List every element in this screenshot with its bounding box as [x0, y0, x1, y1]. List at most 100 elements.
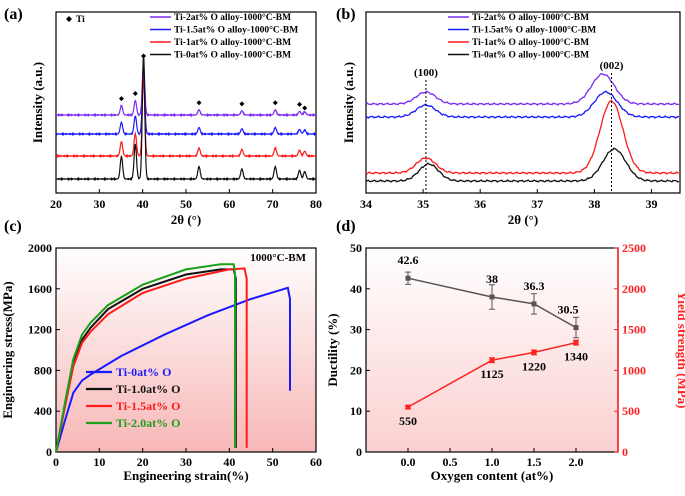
- x-tick-label: 1.5: [527, 455, 542, 469]
- x-axis-label: 2θ (°): [508, 212, 538, 227]
- ti-peak-marker: [272, 100, 278, 106]
- ti-peak-marker: [141, 53, 147, 59]
- panel-b: (b) 34 35 36 37 38 39 2θ (°) Intensity (a.u.) Ti-…: [336, 6, 681, 227]
- data-point: [573, 340, 579, 346]
- y-axis-label: Intensity (a.u.): [30, 62, 45, 143]
- x-tick-label: 0.0: [401, 455, 416, 469]
- data-point: [489, 357, 495, 363]
- x-tick-label: 80: [310, 197, 322, 211]
- plot-frame: [365, 11, 681, 194]
- x-tick-label: 2.0: [569, 455, 584, 469]
- legend-label: Ti-1.5at% O alloy-1000°C-BM: [472, 25, 596, 36]
- panel-label: (b): [336, 6, 356, 23]
- panel-label: (c): [4, 218, 22, 235]
- xrd-zoom-series-2: [365, 99, 680, 175]
- panel-a: (a) 20 30 40 50 60 70 80 2θ (°) Intensity (a.u.) T…: [4, 6, 322, 227]
- legend-label: Ti-2at% O alloy-1000°C-BM: [472, 12, 589, 23]
- peak-annotation: (100): [414, 67, 438, 79]
- y2-tick-label: 500: [622, 404, 640, 418]
- data-point: [573, 325, 579, 331]
- y2-tick-label: 0: [622, 445, 628, 459]
- data-label: 30.5: [558, 303, 579, 317]
- y2-tick-label: 2500: [622, 241, 646, 255]
- x-axis-label: 2θ (°): [171, 212, 201, 227]
- y-tick-label: 50: [350, 241, 362, 255]
- x-tick-label: 0: [53, 455, 59, 469]
- ti-peak-marker: [132, 90, 138, 96]
- peak-annotation: (002): [600, 60, 624, 72]
- legend-label: Ti-0at% O alloy-1000°C-BM: [174, 50, 291, 61]
- data-label: 42.6: [398, 253, 419, 267]
- panel-c: (c) 1000°C-BM 0 10 20 30 40 50 60 0 400 800 1200 1600…: [0, 218, 322, 483]
- x-tick-label: 38: [588, 197, 600, 211]
- legend-label: Ti-1at% O alloy-1000°C-BM: [472, 37, 589, 48]
- y-tick-label: 0: [356, 445, 362, 459]
- y-tick-label: 0: [46, 445, 52, 459]
- y-tick-label: 10: [350, 404, 362, 418]
- x-tick-label: 40: [223, 455, 235, 469]
- xrd-series-3: [55, 53, 317, 182]
- x-tick-label: 60: [223, 197, 235, 211]
- y2-tick-label: 2000: [622, 282, 646, 296]
- x-tick-label: 40: [137, 197, 149, 211]
- panel-label: (a): [4, 6, 23, 23]
- x-tick-label: 60: [310, 455, 322, 469]
- data-label: 38: [486, 272, 498, 286]
- ti-peak-marker: [302, 105, 308, 111]
- x-tick-label: 30: [93, 197, 105, 211]
- legend-label: Ti-1.0at% O: [116, 382, 180, 396]
- marker-legend-label: Ti: [76, 15, 85, 25]
- legend-label: Ti-1.5at% O: [116, 399, 180, 413]
- y-axis-label: Ductility (%): [325, 313, 340, 386]
- data-point: [531, 349, 537, 355]
- data-label: 1125: [480, 367, 503, 381]
- x-tick-label: 10: [93, 455, 105, 469]
- data-point: [405, 275, 411, 281]
- xrd-zoom-series-3: [365, 147, 680, 183]
- ti-marker-icon: [66, 16, 72, 22]
- y-tick-label: 30: [350, 323, 362, 337]
- ti-peak-marker: [196, 100, 202, 106]
- plot-background: [56, 248, 316, 452]
- x-tick-label: 37: [531, 197, 543, 211]
- stress-strain-curve-3: [55, 263, 236, 453]
- ti-peak-marker: [118, 96, 124, 102]
- legend-label: Ti-1at% O alloy-1000°C-BM: [174, 37, 291, 48]
- data-label: 1340: [564, 350, 588, 364]
- x-tick-label: 39: [645, 197, 657, 211]
- ti-peak-marker: [297, 101, 303, 107]
- x-tick-label: 35: [417, 197, 429, 211]
- data-point: [489, 294, 495, 300]
- series-line-1: [407, 341, 577, 408]
- data-label: 550: [399, 414, 417, 428]
- x-tick-label: 0.5: [443, 455, 458, 469]
- y-tick-label: 2000: [28, 241, 52, 255]
- x-tick-label: 36: [474, 197, 486, 211]
- x-axis-label: Oxygen content (at%): [431, 468, 554, 483]
- y-tick-label: 40: [350, 282, 362, 296]
- x-tick-label: 50: [267, 455, 279, 469]
- ti-peak-marker: [239, 101, 245, 107]
- y2-tick-label: 1000: [622, 363, 646, 377]
- legend-label: Ti-2.0at% O: [116, 416, 180, 430]
- y-axis-label: Engineering stress(MPa): [0, 281, 15, 418]
- x-tick-label: 20: [137, 455, 149, 469]
- y-axis-label: Intensity (a.u.): [341, 62, 356, 143]
- legend-label: Ti-0at% O: [116, 365, 171, 379]
- data-label: 1220: [522, 359, 546, 373]
- series-line-0: [407, 277, 577, 329]
- legend-label: Ti-1.5at% O alloy-1000°C-BM: [174, 25, 298, 36]
- legend-label: Ti-0at% O alloy-1000°C-BM: [472, 50, 589, 61]
- data-label: 36.3: [524, 279, 545, 293]
- x-tick-label: 20: [50, 197, 62, 211]
- data-point: [531, 301, 537, 307]
- xrd-zoom-series-1: [365, 90, 679, 119]
- chart-title: 1000°C-BM: [250, 252, 306, 264]
- y-tick-label: 20: [350, 363, 362, 377]
- x-tick-label: 50: [180, 197, 192, 211]
- x-tick-label: 1.0: [485, 455, 500, 469]
- xrd-series-1: [55, 69, 317, 137]
- panel-label: (d): [336, 218, 356, 235]
- panel-d: (d)0.0 0.5 1.0 1.5 2.00102030405005001000150…: [325, 218, 685, 483]
